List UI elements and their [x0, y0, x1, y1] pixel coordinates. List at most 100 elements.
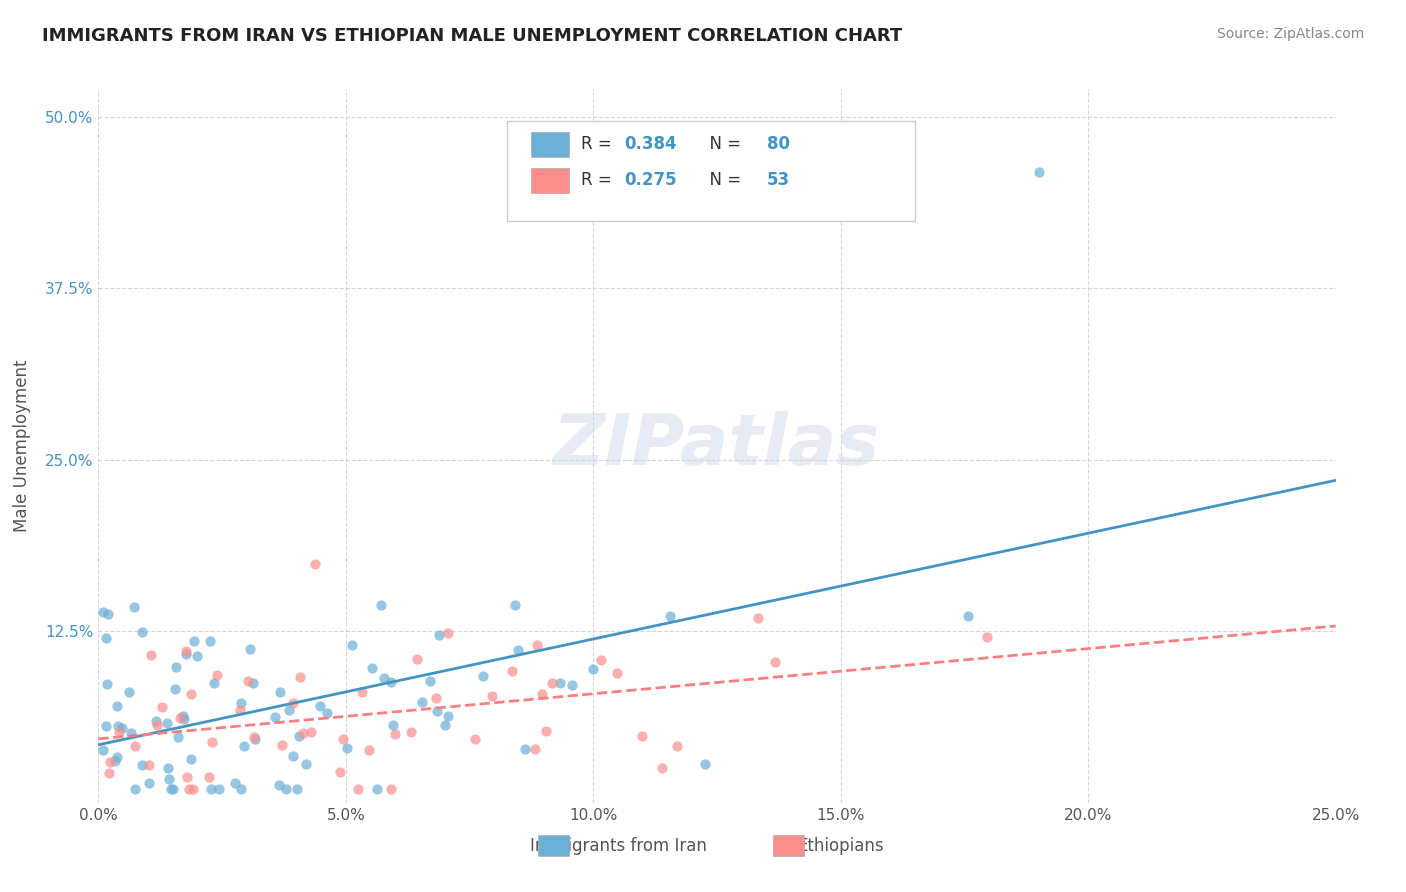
- Point: [245, 731, 267, 746]
- Point: [380, 675, 402, 690]
- Point: [336, 741, 359, 756]
- Point: [198, 633, 221, 648]
- Text: 0.275: 0.275: [624, 171, 676, 189]
- Point: [233, 739, 256, 753]
- Point: [122, 599, 145, 614]
- Point: [373, 671, 395, 685]
- Point: [666, 739, 689, 753]
- FancyBboxPatch shape: [506, 121, 915, 221]
- Point: [124, 782, 146, 797]
- Point: [146, 718, 169, 732]
- Point: [96, 719, 118, 733]
- Point: [630, 729, 652, 743]
- Point: [139, 648, 162, 662]
- Y-axis label: Male Unemployment: Male Unemployment: [13, 359, 31, 533]
- Point: [93, 605, 115, 619]
- Point: [174, 644, 197, 658]
- Point: [292, 726, 315, 740]
- Point: [350, 685, 373, 699]
- Point: [464, 731, 486, 746]
- FancyBboxPatch shape: [537, 835, 568, 856]
- Point: [472, 669, 495, 683]
- Point: [267, 778, 290, 792]
- Text: Source: ZipAtlas.com: Source: ZipAtlas.com: [1216, 27, 1364, 41]
- Point: [384, 726, 406, 740]
- Point: [145, 714, 167, 728]
- Point: [524, 741, 547, 756]
- Point: [526, 638, 548, 652]
- Point: [180, 688, 202, 702]
- Point: [329, 764, 352, 779]
- Point: [242, 676, 264, 690]
- Point: [765, 655, 787, 669]
- Text: 80: 80: [766, 136, 790, 153]
- Point: [295, 756, 318, 771]
- Point: [436, 708, 458, 723]
- Point: [173, 712, 195, 726]
- Point: [381, 718, 404, 732]
- Point: [172, 708, 194, 723]
- Point: [156, 761, 179, 775]
- Point: [97, 607, 120, 622]
- Text: 0.384: 0.384: [624, 136, 676, 153]
- Point: [277, 703, 299, 717]
- Point: [104, 754, 127, 768]
- Point: [269, 685, 291, 699]
- Point: [200, 782, 222, 797]
- Point: [747, 610, 769, 624]
- Point: [181, 782, 204, 797]
- Point: [229, 782, 252, 797]
- Point: [163, 681, 186, 696]
- Point: [406, 651, 429, 665]
- Point: [93, 743, 115, 757]
- Point: [224, 775, 246, 789]
- Point: [179, 782, 201, 797]
- Point: [651, 761, 673, 775]
- Point: [124, 739, 146, 753]
- Point: [159, 782, 181, 797]
- Point: [541, 675, 564, 690]
- Point: [658, 609, 681, 624]
- Point: [283, 696, 305, 710]
- Point: [346, 782, 368, 797]
- Text: ZIPatlas: ZIPatlas: [554, 411, 880, 481]
- Point: [536, 723, 558, 738]
- Point: [264, 710, 287, 724]
- Point: [503, 598, 526, 612]
- Point: [426, 704, 449, 718]
- Point: [288, 669, 311, 683]
- Text: R =: R =: [581, 136, 617, 153]
- Point: [506, 643, 529, 657]
- Point: [201, 735, 224, 749]
- Point: [174, 647, 197, 661]
- Point: [501, 665, 523, 679]
- Text: Ethiopians: Ethiopians: [797, 837, 884, 855]
- Point: [433, 718, 456, 732]
- Point: [96, 631, 118, 645]
- Point: [169, 711, 191, 725]
- Text: N =: N =: [699, 136, 745, 153]
- Point: [236, 673, 259, 688]
- Point: [437, 625, 460, 640]
- Point: [299, 724, 322, 739]
- Point: [425, 690, 447, 705]
- Point: [186, 648, 208, 663]
- Point: [271, 739, 294, 753]
- Point: [138, 758, 160, 772]
- Point: [411, 695, 433, 709]
- Point: [976, 630, 998, 644]
- Point: [105, 750, 128, 764]
- Point: [513, 742, 536, 756]
- Point: [198, 770, 221, 784]
- Text: N =: N =: [699, 171, 745, 189]
- FancyBboxPatch shape: [531, 168, 568, 193]
- Point: [229, 696, 252, 710]
- Point: [96, 677, 118, 691]
- Point: [108, 724, 131, 739]
- Text: Immigrants from Iran: Immigrants from Iran: [530, 837, 707, 855]
- Point: [285, 782, 308, 797]
- Point: [98, 765, 121, 780]
- Point: [165, 660, 187, 674]
- Point: [481, 689, 503, 703]
- Point: [138, 776, 160, 790]
